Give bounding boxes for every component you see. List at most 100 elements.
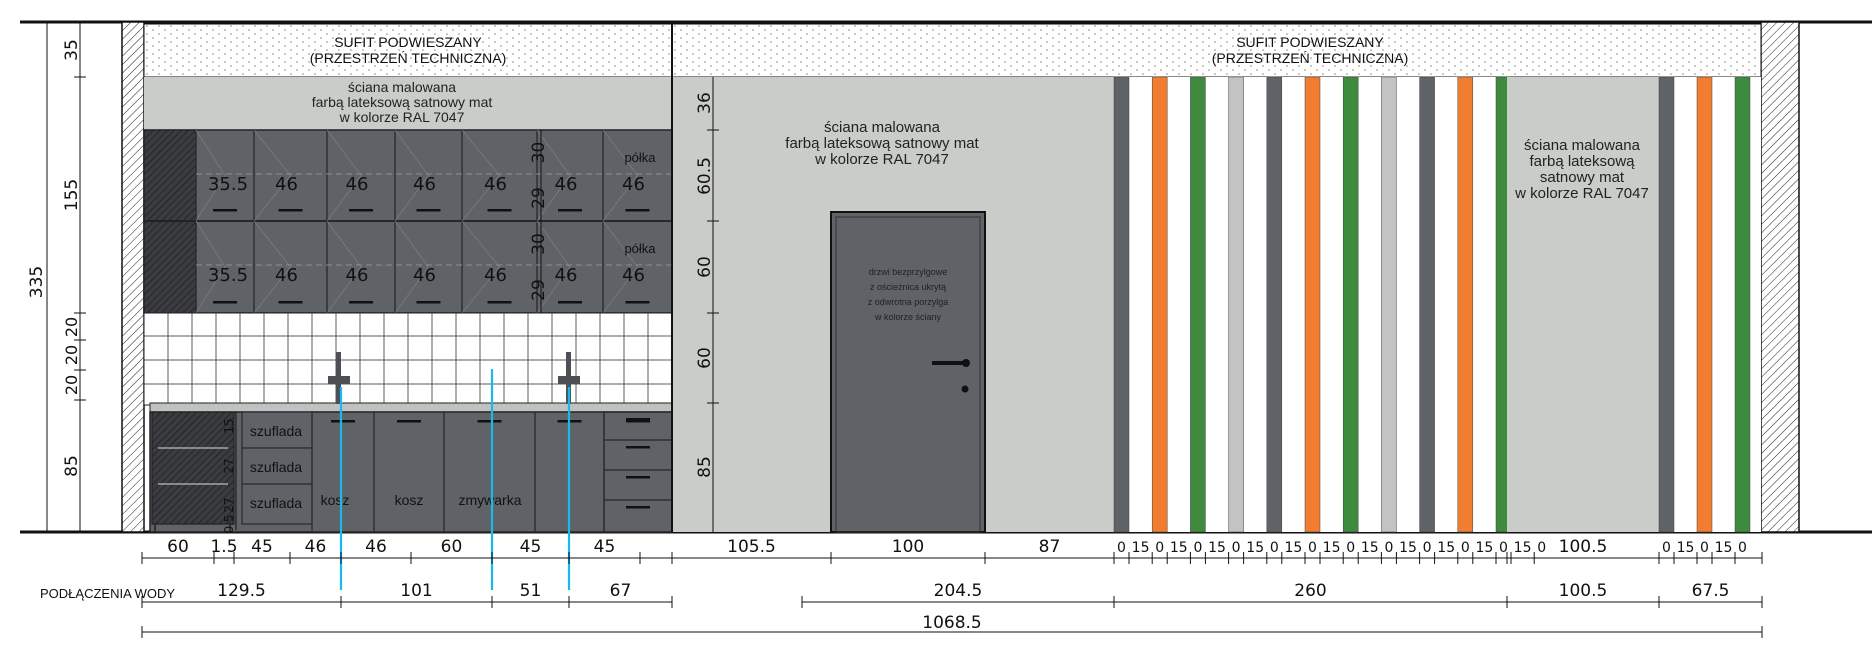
wall-stripe: [1113, 76, 1130, 533]
dim-stripe: 0: [1308, 540, 1317, 556]
drawer-label: szuflada: [250, 423, 302, 439]
cabinet-handle: [397, 420, 421, 423]
wall-stripe: [1696, 76, 1713, 533]
upper-cabinet-width: 46: [622, 265, 645, 286]
dim-wall: 87: [1039, 537, 1061, 557]
cabinet-opening-line: [461, 175, 500, 222]
door-note-4: w kolorze ściany: [874, 312, 942, 322]
cabinet-opening-line: [394, 175, 429, 222]
dim-stripe: 0: [1461, 540, 1470, 556]
dim-kitchen: 45: [251, 537, 273, 557]
faucet-right: [558, 352, 580, 404]
dim-panel: 100.5: [1559, 537, 1608, 557]
cabinet-handle: [625, 209, 650, 212]
cabinet-handle: [487, 301, 512, 304]
upper-vert-dim: 30: [529, 142, 549, 164]
drawer-front: [241, 483, 313, 525]
dim-kitchen: 60: [167, 537, 189, 557]
cabinet-opening-line: [602, 266, 638, 314]
wall-stripe: [1457, 76, 1474, 533]
door-handle: [932, 361, 968, 365]
cabinet-opening-line: [602, 129, 638, 176]
cabinet-handle: [477, 420, 502, 423]
wall-stripe: [1381, 76, 1397, 533]
dim-stripe: 15: [1475, 540, 1493, 556]
upper-cabinet-width: 46: [413, 265, 436, 286]
dim-section: 260: [1294, 581, 1326, 601]
drawer-handle: [626, 446, 650, 449]
cabinet-opening-line: [602, 220, 638, 268]
cabinet-opening-line: [394, 220, 429, 268]
upper-cabinet-width: 46: [555, 174, 578, 195]
middle-dimension-line: [707, 77, 719, 532]
cabinet-opening-line: [195, 266, 226, 314]
cabinet-handle: [416, 301, 441, 304]
kitchen-wall: [144, 77, 672, 130]
dim-stripe: 0: [1270, 540, 1279, 556]
dim-stripe: 15: [1246, 540, 1264, 556]
dim-mid-60-b: 60: [695, 347, 715, 369]
wall-stripe: [1342, 76, 1359, 533]
cabinet-opening-line: [461, 266, 500, 314]
drawer-front: [241, 447, 313, 485]
cabinet-opening-line: [536, 175, 571, 222]
dim-stripe: 0: [1155, 540, 1164, 556]
drawer-front: [241, 411, 313, 449]
dim-left-tile-1: 20: [62, 317, 81, 337]
upper-vert-dim: 29: [529, 187, 549, 209]
ceiling-right-sublabel: (PRZESTRZEŃ TECHNICZNA): [1212, 50, 1409, 66]
drawer-dim: 27: [222, 458, 236, 473]
cabinet-handle: [278, 209, 303, 212]
drawer-dim: 0.5: [222, 514, 236, 533]
dim-stripe: 0: [1537, 540, 1546, 556]
dim-stripe: 0: [1499, 540, 1508, 556]
water-connections-label: PODŁĄCZENIA WODY: [40, 586, 175, 601]
dim-water: 129.5: [217, 581, 266, 601]
dim-section: 100.5: [1559, 581, 1608, 601]
dim-section: 67.5: [1692, 581, 1730, 601]
dim-stripe: 0: [1423, 540, 1432, 556]
upper-cabinet-width: 35.5: [208, 265, 248, 286]
middle-wall-note-2: farbą lateksową satnowy mat: [785, 135, 979, 152]
right-wall-note-3: satnowy mat: [1540, 169, 1625, 186]
cabinet-opening-line: [461, 220, 500, 268]
bin-label: kosz: [321, 492, 350, 508]
wall-stripe: [1734, 76, 1751, 533]
cabinet-handle: [558, 301, 582, 304]
door-note-3: z odwrotna porzylga: [868, 297, 949, 307]
dim-stripe: 15: [1170, 540, 1188, 556]
dim-water: 101: [400, 581, 432, 601]
dim-water: 51: [520, 581, 542, 601]
dim-stripe: 15: [1208, 540, 1226, 556]
dim-left-tile-3: 20: [62, 375, 81, 395]
dim-kitchen: 45: [520, 537, 542, 557]
wall-stripe: [1658, 76, 1675, 533]
upper-cabinet-width: 46: [555, 265, 578, 286]
wall-stripe: [1228, 76, 1244, 533]
cabinet-opening-line: [326, 220, 362, 268]
upper-cabinet-width: 35.5: [208, 174, 248, 195]
tile-backsplash: [143, 312, 673, 406]
right-wall-note-4: w kolorze RAL 7047: [1514, 185, 1649, 202]
cabinet-opening-line: [536, 129, 571, 176]
wall-stripe: [1190, 76, 1206, 533]
kitchen-wall-note-3: w kolorze RAL 7047: [339, 109, 465, 125]
left-wall-section: [121, 21, 145, 533]
drawer-handle: [626, 418, 650, 421]
cabinet-opening-line: [195, 220, 226, 268]
upper-cabinet-width: 46: [622, 174, 645, 195]
dim-kitchen: 1.5: [210, 537, 237, 557]
dim-stripe: 15: [1399, 540, 1417, 556]
dim-stripe: 15: [1437, 540, 1455, 556]
shelf-label: półka: [624, 150, 656, 165]
dim-stripe: 0: [1738, 540, 1747, 556]
upper-vert-dim: 29: [529, 279, 549, 301]
dim-stripe: 15: [1514, 540, 1532, 556]
dim-left-tile-2: 20: [62, 345, 81, 365]
dim-stripe: 15: [1284, 540, 1302, 556]
upper-cabinets: 35.5 46 46 46 46 46 46 półka 35.5 46 46 46 46 46 46 pół…: [143, 129, 673, 314]
upper-cabinet-width: 46: [275, 174, 298, 195]
cabinet-opening-line: [253, 175, 291, 222]
dim-stripe: 15: [1323, 540, 1341, 556]
